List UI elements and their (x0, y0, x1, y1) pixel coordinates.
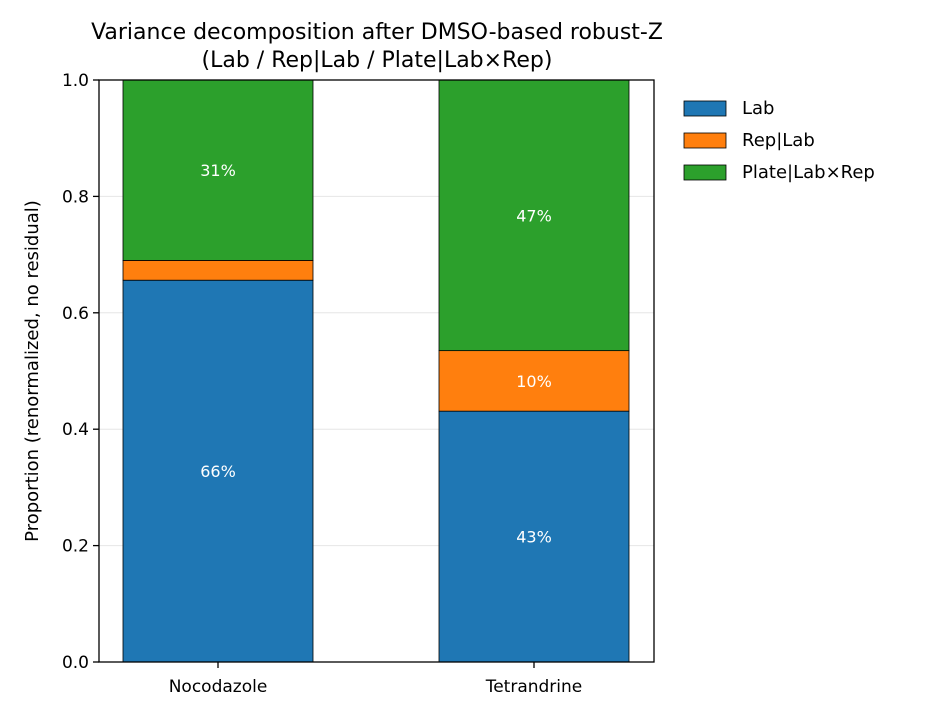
bar-tetrandrine-rep-lab (438, 350, 630, 412)
legend-label-lab: Lab (742, 98, 774, 119)
bar-nocodazole-plate-lab-rep (122, 79, 314, 261)
y-tick-label: 0.0 (62, 653, 89, 673)
y-tick-label: 0.8 (62, 187, 89, 207)
y-tick-label: 0.4 (62, 420, 89, 440)
bar-nocodazole-rep-lab (122, 260, 314, 281)
value-label-nocodazole-lab: 66% (200, 462, 236, 481)
legend-swatch-lab (683, 100, 727, 117)
y-tick-label: 0.2 (62, 537, 89, 557)
y-axis-ticks: 0.0 0.2 0.4 0.6 0.8 1.0 (62, 71, 99, 673)
chart-title-line-1: Variance decomposition after DMSO-based … (91, 20, 663, 45)
chart-title-line-2: (Lab / Rep|Lab / Plate|Lab×Rep) (202, 48, 553, 73)
bar-value-labels: 66% 31% 43% 10% 47% (200, 161, 552, 546)
legend: Lab Rep|Lab Plate|Lab×Rep (683, 98, 875, 183)
y-tick-label: 1.0 (62, 71, 89, 91)
y-tick-label: 0.6 (62, 304, 89, 324)
x-axis-ticks: Nocodazole Tetrandrine (169, 662, 583, 697)
legend-label-rep-lab: Rep|Lab (742, 130, 815, 151)
bar-tetrandrine-plate-lab-rep (438, 79, 630, 352)
x-tick-label: Tetrandrine (485, 677, 583, 697)
legend-swatch-plate-lab-rep (683, 164, 727, 181)
bars (122, 79, 630, 663)
legend-label-plate-lab-rep: Plate|Lab×Rep (742, 162, 875, 183)
bar-nocodazole-lab (122, 279, 314, 663)
value-label-tetrandrine-lab: 43% (516, 528, 552, 547)
legend-swatch-rep-lab (683, 132, 727, 149)
value-label-tetrandrine-plate-lab-rep: 47% (516, 206, 552, 225)
value-label-tetrandrine-rep-lab: 10% (516, 372, 552, 391)
value-label-nocodazole-plate-lab-rep: 31% (200, 161, 236, 180)
bar-tetrandrine-lab (438, 410, 630, 663)
x-tick-label: Nocodazole (169, 677, 268, 697)
y-axis-label: Proportion (renormalized, no residual) (22, 200, 43, 542)
plot-frame (98, 79, 655, 663)
